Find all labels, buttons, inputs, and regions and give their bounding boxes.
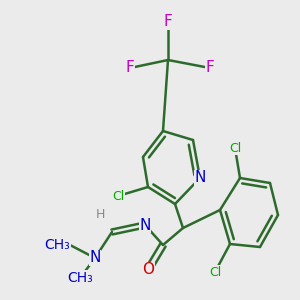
Text: Cl: Cl [229,142,241,154]
Text: Cl: Cl [209,266,221,278]
Text: F: F [164,14,172,29]
Text: CH₃: CH₃ [67,271,93,285]
Text: F: F [126,61,134,76]
Text: N: N [194,170,206,185]
Text: CH₃: CH₃ [44,238,70,252]
Text: N: N [139,218,151,232]
Text: N: N [89,250,101,266]
Text: H: H [95,208,105,221]
Text: Cl: Cl [112,190,124,202]
Text: F: F [206,61,214,76]
Text: O: O [142,262,154,278]
